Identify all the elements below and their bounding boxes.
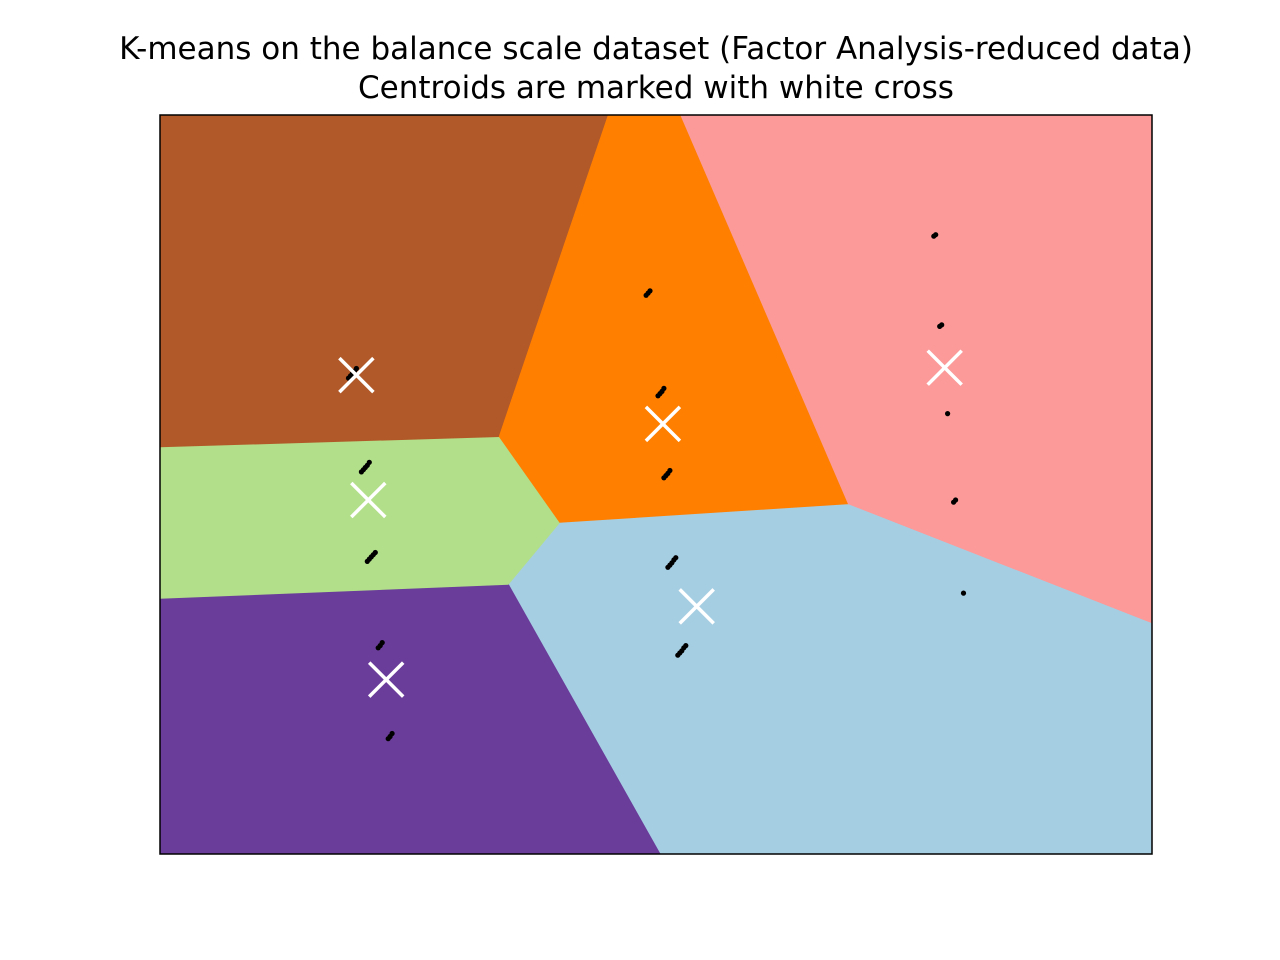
centroid-cross-stroke: [678, 588, 715, 625]
data-point: [372, 549, 378, 556]
decision-regions: [159, 114, 1153, 855]
centroid-cross: [644, 405, 682, 443]
data-point: [683, 643, 689, 649]
centroid-cross-stroke: [367, 661, 405, 698]
centroid-markers: [338, 349, 963, 698]
data-point: [366, 459, 372, 465]
data-point: [960, 590, 967, 596]
region-green: [159, 435, 561, 599]
centroid-cross-stroke: [644, 405, 682, 443]
centroid-cross-stroke: [350, 481, 387, 519]
data-point: [647, 288, 653, 294]
data-point: [353, 365, 359, 372]
data-point: [945, 411, 951, 417]
data-point: [953, 497, 959, 503]
centroid-cross: [350, 481, 387, 519]
data-point: [389, 730, 395, 737]
centroid-cross: [678, 588, 715, 625]
axes-frame: [159, 114, 1153, 855]
centroid-cross-stroke: [926, 349, 963, 386]
data-point: [667, 467, 673, 474]
data-point: [661, 385, 667, 391]
centroid-cross-stroke: [338, 356, 375, 394]
chart-title-line-2: Centroids are marked with white cross: [358, 70, 954, 106]
centroid-cross: [926, 349, 963, 386]
chart-title-line-1: K-means on the balance scale dataset (Fa…: [119, 31, 1193, 67]
data-point: [939, 322, 945, 328]
centroid-cross: [338, 356, 375, 394]
data-point: [933, 232, 939, 238]
centroid-cross: [367, 661, 405, 698]
data-point: [379, 640, 385, 646]
data-point: [673, 555, 679, 561]
